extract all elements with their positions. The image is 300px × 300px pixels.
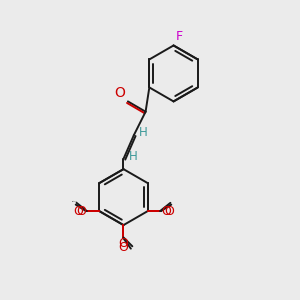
- Text: O: O: [76, 205, 86, 218]
- Text: H: H: [129, 150, 137, 163]
- Text: O: O: [115, 86, 126, 100]
- Text: O: O: [161, 205, 171, 218]
- Text: O: O: [73, 205, 83, 218]
- Text: H: H: [139, 126, 148, 140]
- Text: O: O: [118, 241, 128, 254]
- Text: F: F: [176, 30, 183, 43]
- Text: methoxy: methoxy: [72, 201, 78, 202]
- Text: O: O: [164, 205, 174, 218]
- Text: O: O: [118, 237, 128, 250]
